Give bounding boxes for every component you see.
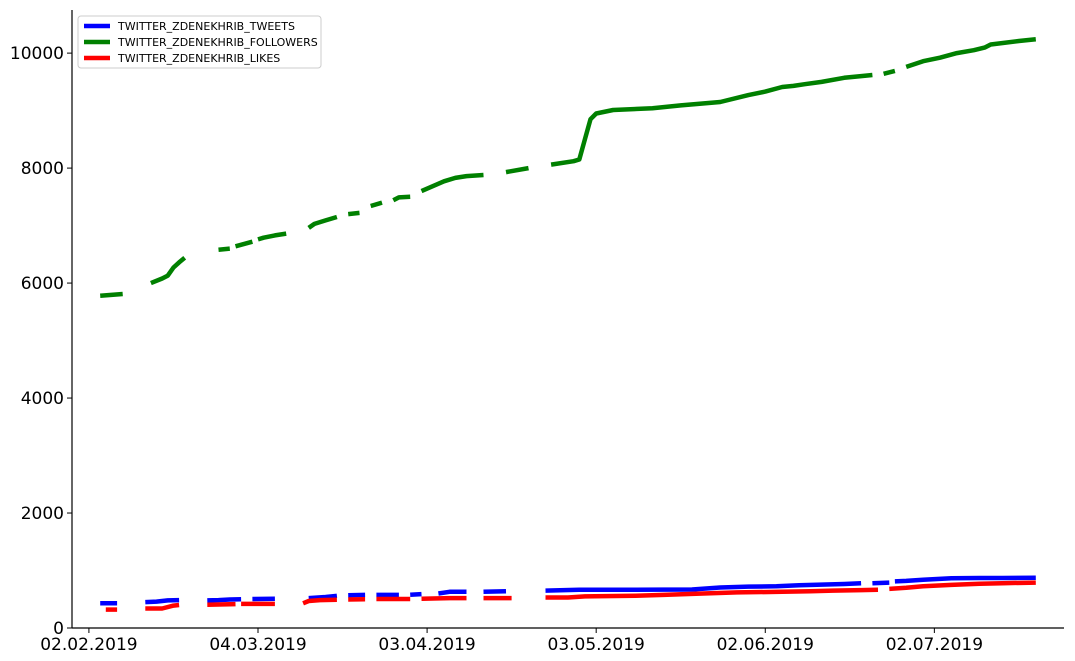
legend-label: TWITTER_ZDENEKHRIB_FOLLOWERS xyxy=(117,36,318,49)
x-tick-label: 02.02.2019 xyxy=(40,635,137,655)
series-2-segment-6 xyxy=(307,214,338,230)
axes: 0 2000 4000 6000 8000 10000 02.02.2019 04.03.20… xyxy=(10,10,1064,655)
legend-label: TWITTER_ZDENEKHRIB_TWEETS xyxy=(117,20,295,33)
series-1-segment-3 xyxy=(207,597,242,603)
series-3-segment-5 xyxy=(302,597,337,606)
series-2-segment-8 xyxy=(370,200,383,209)
y-tick-label: 4000 xyxy=(21,389,64,409)
series-3-segment-8 xyxy=(421,595,467,601)
legend-box xyxy=(77,15,322,69)
y-tick-label: 0 xyxy=(53,619,64,639)
series-1-segment-10 xyxy=(483,588,507,595)
series-2-segment-13 xyxy=(883,68,896,76)
series-2-segment-11 xyxy=(505,165,529,175)
y-tick-label: 2000 xyxy=(21,504,64,524)
x-tick-label: 02.07.2019 xyxy=(886,635,983,655)
y-tick-label: 10000 xyxy=(10,44,64,64)
series-2 xyxy=(100,37,1037,298)
series-2-segment-3 xyxy=(218,246,231,252)
series-1-segment-8 xyxy=(410,591,422,597)
series-2-segment-14 xyxy=(905,37,1037,70)
series-1-segment-5 xyxy=(308,593,338,601)
series-3-segment-3 xyxy=(207,601,236,607)
series-1-segment-2 xyxy=(145,597,180,605)
series-1-segment-9 xyxy=(438,589,467,596)
series-2-segment-7 xyxy=(347,210,360,217)
x-tick-label: 03.05.2019 xyxy=(548,635,645,655)
series-3 xyxy=(105,580,1036,612)
series-2-segment-4 xyxy=(234,239,253,249)
series-3-segment-10 xyxy=(545,587,879,600)
legend-label: TWITTER_ZDENEKHRIB_LIKES xyxy=(117,52,280,65)
series-2-segment-2 xyxy=(150,256,187,286)
series-layer xyxy=(100,37,1037,612)
series-2-segment-9 xyxy=(392,194,411,203)
series-2-segment-1 xyxy=(100,291,123,298)
x-tick-label: 04.03.2019 xyxy=(209,635,306,655)
series-1 xyxy=(100,575,1036,606)
y-tick-label: 8000 xyxy=(21,159,64,179)
x-tick-label: 02.06.2019 xyxy=(717,635,814,655)
legend: TWITTER_ZDENEKHRIB_TWEETS TWITTER_ZDENEKH… xyxy=(77,15,322,69)
series-2-segment-12 xyxy=(550,72,873,167)
x-tick-label: 03.04.2019 xyxy=(378,635,475,655)
series-3-segment-2 xyxy=(145,602,180,611)
y-tick-label: 6000 xyxy=(21,274,64,294)
series-1-segment-12 xyxy=(872,580,890,586)
series-2-segment-10 xyxy=(420,172,484,194)
series-1-segment-11 xyxy=(545,580,862,593)
series-3-segment-11 xyxy=(889,580,1036,592)
series-2-segment-5 xyxy=(257,231,287,242)
series-1-segment-13 xyxy=(894,575,1036,584)
